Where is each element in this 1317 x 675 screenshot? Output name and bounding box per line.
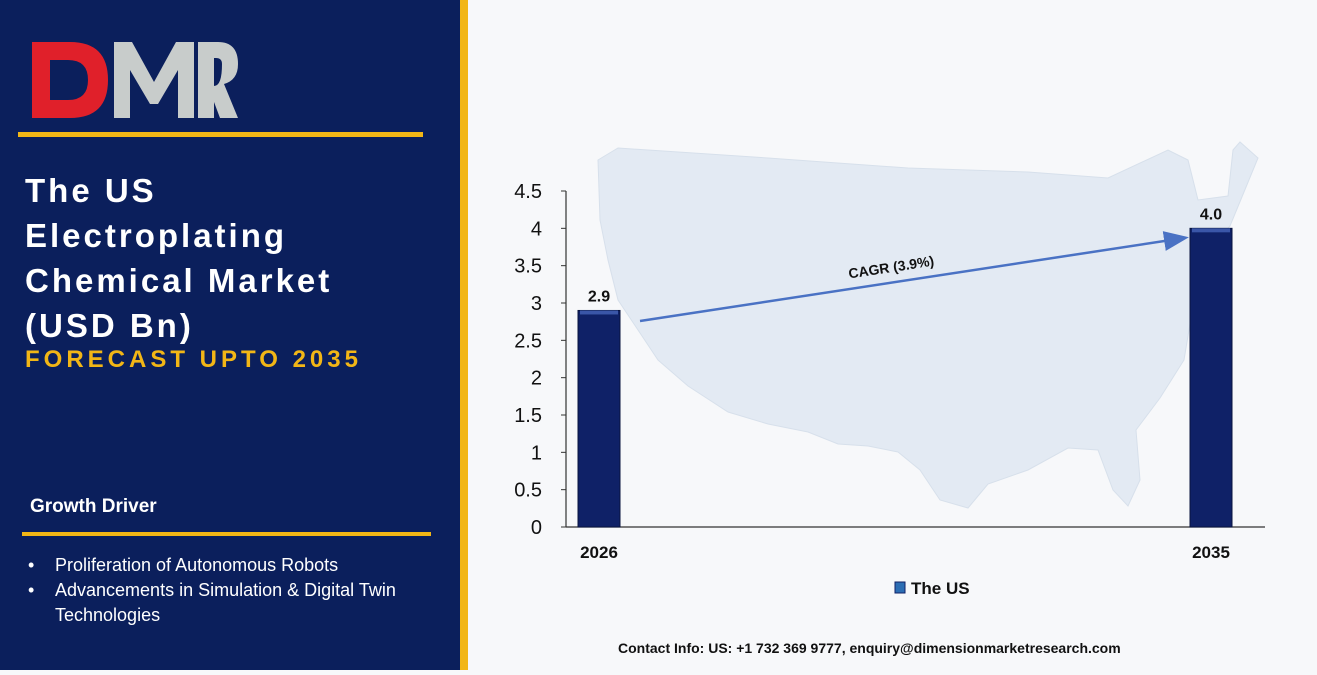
bullet-icon: •	[28, 580, 35, 600]
list-item: • Advancements in Simulation & Digital Tw…	[28, 578, 448, 628]
y-tick-label: 0	[531, 517, 542, 539]
growth-driver-underline	[22, 532, 431, 536]
contact-info: Contact Info: US: +1 732 369 9777, enqui…	[618, 640, 1121, 656]
title-line: Electroplating	[25, 217, 288, 254]
growth-driver-item: Proliferation of Autonomous Robots	[55, 555, 339, 575]
growth-driver-heading: Growth Driver	[30, 496, 157, 517]
left-panel: The US Electroplating Chemical Market (U…	[0, 0, 460, 670]
y-tick-label: 2	[531, 368, 542, 390]
title-line: Chemical Market	[25, 262, 333, 299]
y-tick-label: 3	[531, 293, 542, 315]
y-tick-label: 4.5	[514, 181, 542, 203]
chart-area: 0 0.5 1 1.5 2 2.5 3 3.5 4 4.5 2.9 2026 4.0 2035 CAGR…	[468, 0, 1317, 670]
y-tick-label: 1	[531, 442, 542, 464]
bar	[1189, 227, 1233, 528]
data-label: 2.9	[588, 288, 610, 305]
forecast-subtitle: FORECAST UPTO 2035	[25, 346, 362, 373]
cagr-arrow	[639, 231, 1189, 323]
growth-driver-list: • Proliferation of Autonomous Robots • Adv…	[28, 553, 448, 628]
us-map-background	[597, 141, 1259, 509]
title-line: The US	[25, 172, 157, 209]
y-tick-label: 4	[531, 218, 542, 240]
bar-highlight	[1192, 228, 1230, 233]
gold-divider	[460, 0, 468, 670]
bars	[577, 227, 1233, 528]
x-tick-label: 2035	[1192, 543, 1230, 562]
dmr-logo	[32, 42, 238, 118]
data-label: 4.0	[1200, 206, 1222, 223]
y-tick-label: 1.5	[514, 405, 542, 427]
bar-highlight	[580, 310, 618, 315]
y-tick-label: 0.5	[514, 480, 542, 502]
y-tick-label: 2.5	[514, 330, 542, 352]
x-tick-label: 2026	[580, 543, 618, 562]
logo-underline	[18, 132, 423, 137]
growth-driver-item: Advancements in Simulation & Digital Twi…	[55, 580, 396, 625]
page-title: The US Electroplating Chemical Market (U…	[25, 168, 445, 348]
bullet-icon: •	[28, 555, 35, 575]
list-item: • Proliferation of Autonomous Robots	[28, 553, 448, 578]
bar	[577, 309, 621, 528]
legend-swatch	[894, 581, 906, 594]
y-axis: 0 0.5 1 1.5 2 2.5 3 3.5 4 4.5	[514, 181, 1265, 539]
legend-label: The US	[911, 579, 970, 598]
y-tick-label: 3.5	[514, 256, 542, 278]
labels: 2.9 2026 4.0 2035	[580, 206, 1230, 562]
title-line: (USD Bn)	[25, 307, 194, 344]
